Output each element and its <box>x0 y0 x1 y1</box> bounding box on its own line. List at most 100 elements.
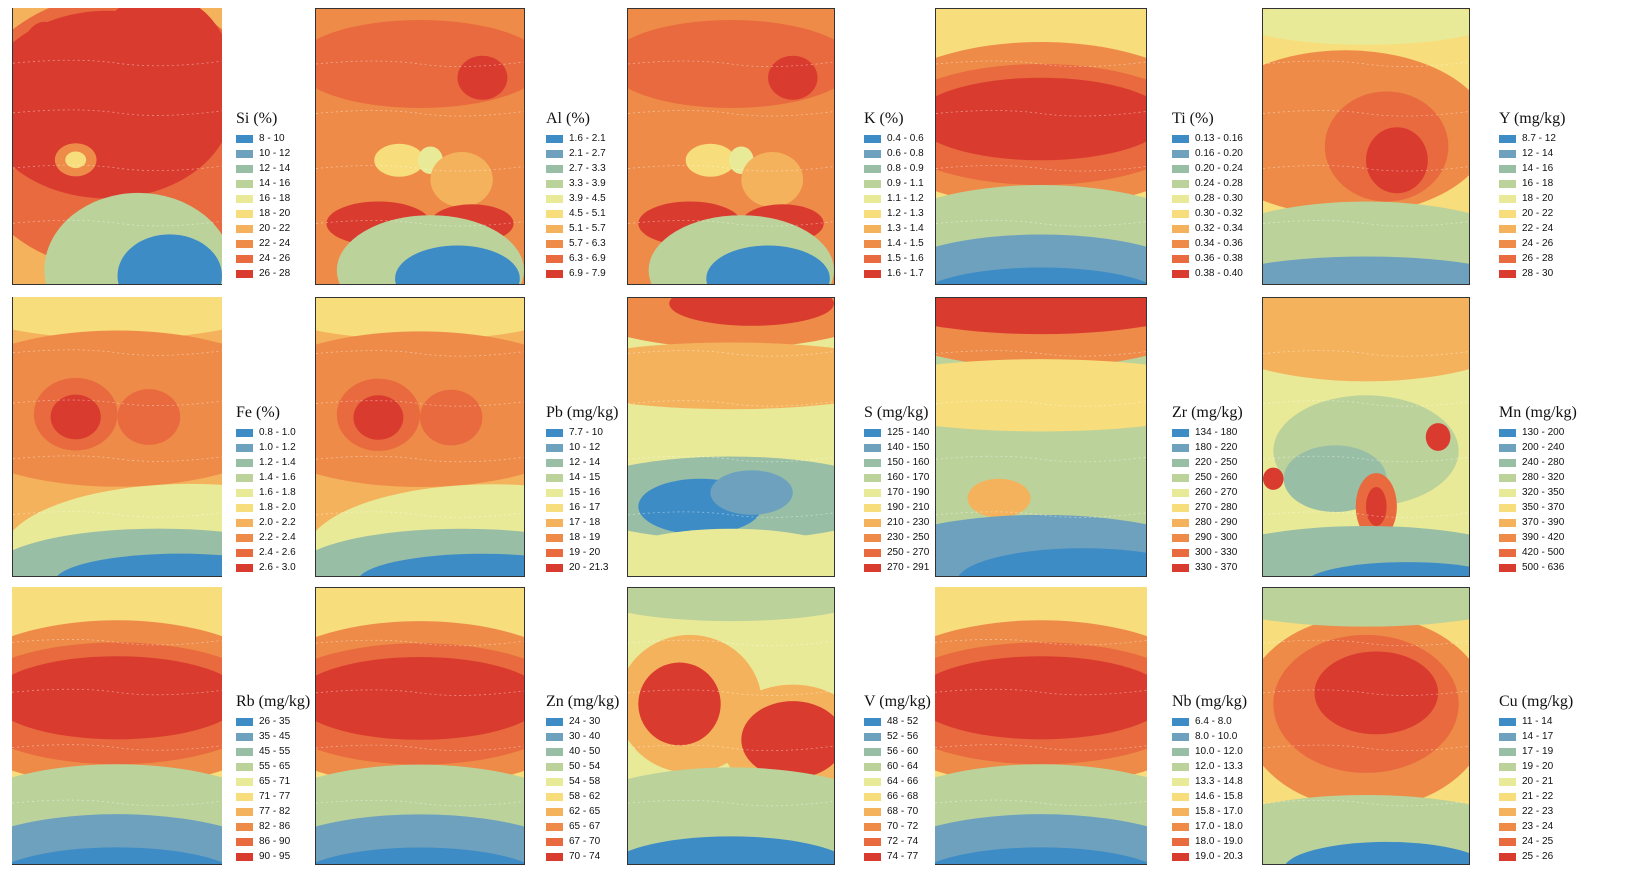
legend-label: 134 - 180 <box>1195 427 1238 438</box>
legend-swatch <box>1172 762 1189 771</box>
contour-line <box>316 689 524 696</box>
contour-line <box>628 455 834 463</box>
legend-entry: 1.8 - 2.0 <box>236 500 296 515</box>
legend-label: 24 - 25 <box>1522 836 1554 847</box>
contour-line <box>316 511 524 518</box>
contour-line <box>1263 400 1469 407</box>
legend-swatch <box>1172 254 1189 263</box>
legend-entry: 16 - 18 <box>236 191 290 206</box>
legend-title: Cu (mg/kg) <box>1499 693 1574 710</box>
contour-line <box>13 511 222 518</box>
legend-swatch <box>1172 164 1189 173</box>
legend-title: Nb (mg/kg) <box>1172 693 1248 710</box>
contour-line <box>1263 639 1469 647</box>
contour-zone <box>65 151 87 169</box>
contour-zone <box>316 298 524 340</box>
legend-label: 5.7 - 6.3 <box>569 238 606 249</box>
legend-swatch <box>1172 503 1189 512</box>
y-distribution-map <box>1262 8 1470 285</box>
legend-swatch <box>546 563 563 572</box>
legend-label: 19 - 20 <box>569 547 601 558</box>
legend-swatch <box>1172 134 1189 143</box>
legend-entry: 5.1 - 5.7 <box>546 221 606 236</box>
pb-legend: Pb (mg/kg) 7.7 - 10 10 - 12 12 - 14 14 - 15 1… <box>546 404 618 575</box>
legend-label: 2.0 - 2.2 <box>259 517 296 528</box>
legend-swatch <box>236 473 253 482</box>
legend-swatch <box>236 762 253 771</box>
legend-label: 1.6 - 1.8 <box>259 487 296 498</box>
legend-label: 1.1 - 1.2 <box>887 193 924 204</box>
legend-entry: 22 - 23 <box>1499 804 1573 819</box>
legend-label: 3.9 - 4.5 <box>569 193 606 204</box>
legend-entry: 0.30 - 0.32 <box>1172 206 1243 221</box>
legend-swatch <box>864 254 881 263</box>
legend-swatch <box>1499 563 1516 572</box>
legend-label: 6.3 - 6.9 <box>569 253 606 264</box>
legend-entry: 58 - 62 <box>546 789 619 804</box>
legend-entry: 10 - 12 <box>236 146 290 161</box>
legend-label: 17 - 19 <box>1522 746 1554 757</box>
legend-entry: 1.4 - 1.5 <box>864 236 924 251</box>
legend-label: 14 - 16 <box>1522 163 1554 174</box>
legend-label: 280 - 290 <box>1195 517 1238 528</box>
legend-entry: 12.0 - 13.3 <box>1172 759 1247 774</box>
legend-label: 170 - 190 <box>887 487 930 498</box>
contour-zone <box>316 847 524 864</box>
zn-distribution-map <box>315 587 525 865</box>
legend-label: 40 - 50 <box>569 746 601 757</box>
legend-swatch <box>236 254 253 263</box>
legend-entry: 0.4 - 0.6 <box>864 131 924 146</box>
legend-entry: 1.2 - 1.3 <box>864 206 924 221</box>
legend-swatch <box>236 807 253 816</box>
contour-line <box>628 110 834 117</box>
legend-swatch <box>1172 717 1189 726</box>
legend-label: 22 - 23 <box>1522 806 1554 817</box>
legend-entry: 140 - 150 <box>864 440 929 455</box>
legend-swatch <box>864 837 881 846</box>
legend-entry: 66 - 68 <box>864 789 931 804</box>
legend-swatch <box>546 239 563 248</box>
legend-entry: 230 - 250 <box>864 530 929 545</box>
legend-label: 18 - 19 <box>569 532 601 543</box>
legend-swatch <box>864 762 881 771</box>
legend-label: 16 - 17 <box>569 502 601 513</box>
legend-label: 270 - 280 <box>1195 502 1238 513</box>
legend-entry: 86 - 90 <box>236 834 310 849</box>
legend-entry: 3.9 - 4.5 <box>546 191 606 206</box>
contour-line <box>935 688 1147 696</box>
legend-label: 1.8 - 2.0 <box>259 502 296 513</box>
contour-line <box>1263 165 1469 172</box>
legend-label: 1.4 - 1.5 <box>887 238 924 249</box>
s-distribution-map <box>627 297 835 577</box>
legend-label: 74 - 77 <box>887 851 919 862</box>
legend-entry: 74 - 77 <box>864 849 931 864</box>
contour-zone <box>628 528 834 576</box>
legend-label: 8.0 - 10.0 <box>1195 731 1238 742</box>
contour-line <box>936 455 1146 463</box>
legend-title: Al (%) <box>546 110 590 127</box>
legend-label: 30 - 40 <box>569 731 601 742</box>
legend-entry: 2.0 - 2.2 <box>236 515 296 530</box>
contour-line <box>12 799 222 807</box>
legend-label: 14.6 - 15.8 <box>1195 791 1243 802</box>
legend-label: 14 - 15 <box>569 472 601 483</box>
legend-swatch <box>1499 518 1516 527</box>
legend-swatch <box>864 209 881 218</box>
legend-label: 90 - 95 <box>259 851 291 862</box>
contour-line <box>935 639 1147 646</box>
legend-label: 64 - 66 <box>887 776 919 787</box>
legend-entry: 72 - 74 <box>864 834 931 849</box>
legend-entry: 82 - 86 <box>236 819 310 834</box>
legend-entry: 18 - 20 <box>236 206 290 221</box>
legend-label: 66 - 68 <box>887 791 919 802</box>
zr-distribution-map <box>935 297 1147 577</box>
legend-entry: 320 - 350 <box>1499 485 1577 500</box>
nb-distribution-map <box>935 587 1147 865</box>
legend-label: 11 - 14 <box>1522 716 1553 727</box>
legend-label: 17.0 - 18.0 <box>1195 821 1243 832</box>
legend-swatch <box>546 488 563 497</box>
si-distribution-map <box>12 8 222 285</box>
legend-label: 0.8 - 1.0 <box>259 427 296 438</box>
contour-zone <box>958 548 1146 576</box>
contour-line <box>936 110 1146 117</box>
